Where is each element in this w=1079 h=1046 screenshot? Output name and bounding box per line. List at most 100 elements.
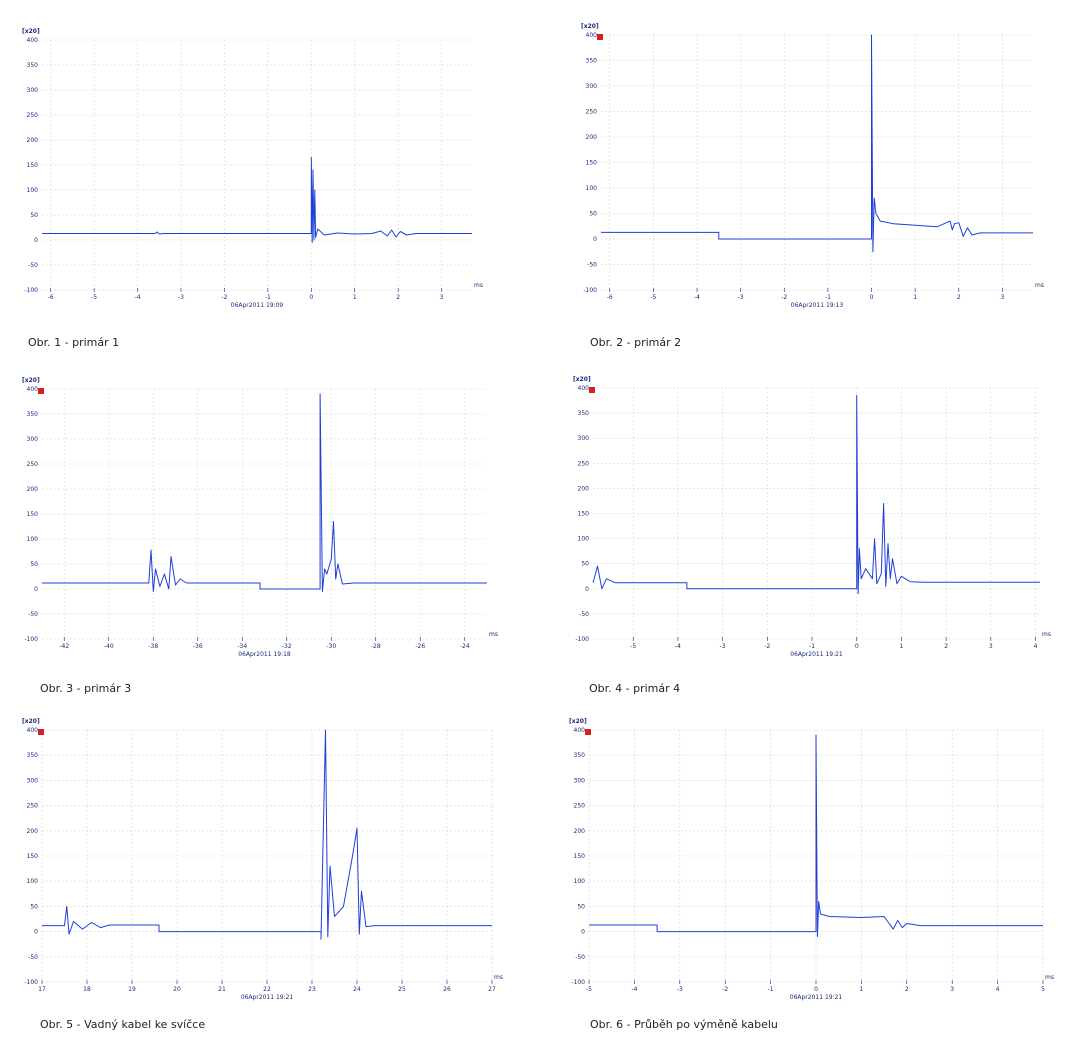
x-tick-label: -1 [768, 986, 774, 993]
x-tick-label: -38 [148, 643, 158, 650]
y-tick-label: 350 [586, 58, 598, 65]
chart-caption-2: Obr. 2 - primár 2 [590, 336, 682, 349]
series-line [42, 157, 472, 243]
trigger-marker-icon [597, 34, 603, 40]
y-tick-label: 100 [27, 187, 39, 194]
y-tick-label: 400 [27, 37, 39, 44]
x-tick-label: 2 [944, 643, 948, 650]
x-tick-label: 1 [900, 643, 904, 650]
y-tick-label: 0 [585, 586, 589, 593]
y-tick-label: 250 [574, 803, 586, 810]
y-tick-label: 300 [27, 436, 39, 443]
x-tick-label: -2 [781, 294, 787, 301]
x-tick-label: 0 [870, 294, 874, 301]
series-line [42, 729, 492, 940]
x-tick-label: -34 [237, 643, 247, 650]
y-tick-label: 150 [27, 162, 39, 169]
x-tick-label: 1 [353, 294, 357, 301]
y-tick-label: 300 [578, 435, 590, 442]
x-tick-label: 4 [996, 986, 1000, 993]
x-tick-label: -4 [694, 294, 700, 301]
x-tick-label: -4 [675, 643, 681, 650]
x-tick-label: -3 [677, 986, 683, 993]
x-tick-label: 0 [814, 986, 818, 993]
y-tick-label: 100 [27, 878, 39, 885]
y-tick-label: -50 [28, 611, 38, 618]
x-unit-label: ms [1042, 631, 1051, 638]
y-tick-label: -50 [587, 262, 597, 269]
y-tick-label: -100 [583, 287, 597, 294]
x-tick-label: -5 [650, 294, 656, 301]
y-tick-label: 350 [27, 62, 39, 69]
x-tick-label: -2 [764, 643, 770, 650]
y-tick-label: 50 [30, 903, 38, 910]
x-tick-label: -5 [91, 294, 97, 301]
x-tick-label: -32 [282, 643, 292, 650]
chart-caption-3: Obr. 3 - primár 3 [40, 682, 132, 695]
y-tick-label: 250 [578, 460, 590, 467]
y-tick-label: 350 [574, 752, 586, 759]
x-tick-label: -4 [135, 294, 141, 301]
y-tick-label: 50 [30, 561, 38, 568]
x-tick-label: 3 [989, 643, 993, 650]
x-tick-label: 3 [1001, 294, 1005, 301]
x-unit-label: ms [474, 282, 483, 289]
timestamp-label: 06Apr2011 19:21 [790, 651, 843, 658]
x-tick-label: 17 [38, 986, 46, 993]
x-tick-label: -1 [265, 294, 271, 301]
y-tick-label: 200 [578, 485, 590, 492]
x-tick-label: -6 [48, 294, 54, 301]
x-tick-label: -3 [720, 643, 726, 650]
y-tick-label: 400 [586, 32, 598, 39]
y-tick-label: -50 [28, 262, 38, 269]
x-tick-label: 27 [488, 986, 496, 993]
y-tick-label: 150 [27, 853, 39, 860]
chart-caption-5: Obr. 5 - Vadný kabel ke svíčce [40, 1018, 206, 1031]
chart-panel-1: 400 350 300 250 200 150 100 50 0 -50 -100 -6 -5 -4 -3 -… [0, 22, 520, 352]
x-tick-label: 25 [398, 986, 406, 993]
y-tick-label: 100 [586, 185, 598, 192]
y-tick-label: -50 [579, 611, 589, 618]
x-tick-label: -6 [607, 294, 613, 301]
y-tick-label: 300 [586, 83, 598, 90]
y-tick-label: 400 [27, 727, 39, 734]
chart-panel-5: 400 350 300 250 200 150 100 50 0 -50 -100 17 18 19 20 2… [0, 715, 520, 1045]
y-tick-label: 300 [27, 777, 39, 784]
x-tick-label: 26 [443, 986, 451, 993]
y-tick-label: 150 [574, 853, 586, 860]
x-tick-label: 1 [913, 294, 917, 301]
chart-svg-3: 400 350 300 250 200 150 100 50 0 -50 -100 -42 -40 -38… [22, 377, 498, 658]
series-line [601, 34, 1033, 253]
x-tick-label: -26 [415, 643, 425, 650]
x-unit-label: ms [1045, 974, 1054, 981]
series-line [42, 393, 487, 592]
y-tick-label: 250 [27, 112, 39, 119]
x-tick-label: 21 [218, 986, 226, 993]
x-tick-label: -1 [825, 294, 831, 301]
x-tick-label: -3 [178, 294, 184, 301]
trigger-marker-icon [38, 388, 44, 394]
y-tick-label: -100 [571, 979, 585, 986]
y-tick-label: 250 [586, 109, 598, 116]
timestamp-label: 06Apr2011 19:13 [791, 302, 844, 309]
y-unit-label: [x20] [573, 376, 591, 383]
y-tick-label: 0 [581, 929, 585, 936]
y-tick-label: 400 [27, 386, 39, 393]
y-tick-label: 0 [34, 586, 38, 593]
series-line [592, 395, 1040, 595]
y-tick-label: 0 [34, 929, 38, 936]
trigger-marker-icon [589, 387, 595, 393]
y-tick-label: 100 [27, 536, 39, 543]
chart-caption-1: Obr. 1 - primár 1 [28, 336, 120, 349]
x-tick-label: -1 [809, 643, 815, 650]
y-tick-label: 350 [27, 411, 39, 418]
y-unit-label: [x20] [581, 23, 599, 30]
y-unit-label: [x20] [569, 718, 587, 725]
y-tick-label: 50 [30, 212, 38, 219]
y-unit-label: [x20] [22, 377, 40, 384]
y-tick-label: -100 [575, 636, 589, 643]
x-tick-label: -28 [371, 643, 381, 650]
y-unit-label: [x20] [22, 718, 40, 725]
y-tick-label: 300 [27, 87, 39, 94]
